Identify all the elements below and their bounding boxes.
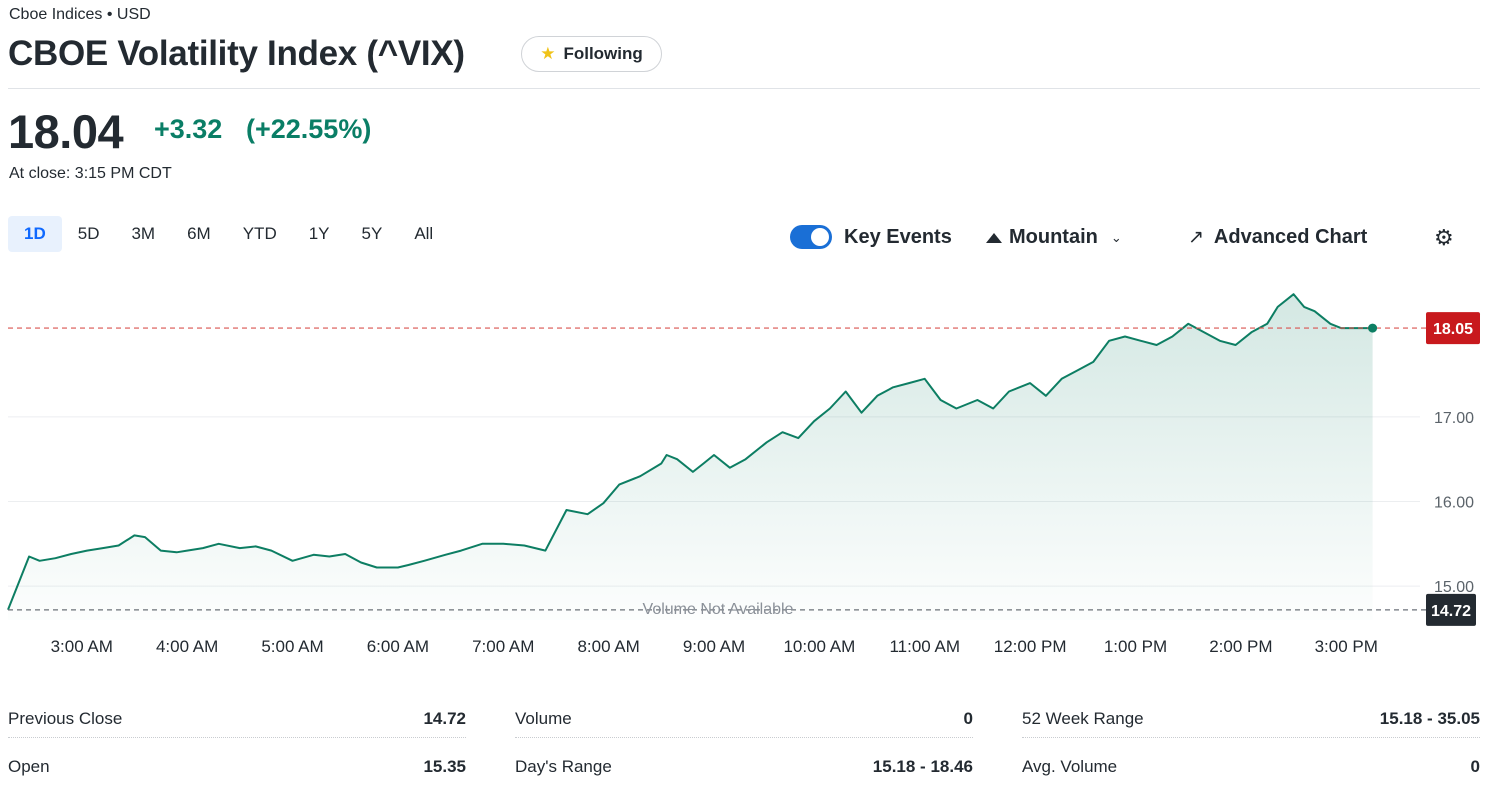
stat-label: Avg. Volume	[1022, 757, 1118, 776]
x-tick-label: 5:00 AM	[261, 637, 323, 656]
key-events-toggle[interactable]	[790, 225, 832, 249]
x-tick-label: 10:00 AM	[783, 637, 855, 656]
close-time: At close: 3:15 PM CDT	[9, 165, 172, 182]
exchange-currency: Cboe Indices • USD	[9, 6, 151, 23]
chart-type-dropdown[interactable]: Mountain ⌄	[986, 226, 1122, 249]
range-selector: 1D 5D 3M 6M YTD 1Y 5Y All	[8, 216, 449, 252]
price-chart[interactable]: 18.05 14.72 17.00 16.00 15.00 3:00 AM 4:00 AM…	[0, 270, 1488, 670]
stat-label: 52 Week Range	[1022, 708, 1144, 728]
x-tick-label: 3:00 PM	[1315, 637, 1378, 656]
stat-volume: Volume 0	[515, 700, 973, 738]
stat-open: Open 15.35	[8, 748, 466, 786]
price-change: +3.32	[154, 114, 223, 144]
stat-value: 0	[963, 708, 973, 728]
x-tick-label: 2:00 PM	[1209, 637, 1272, 656]
current-value-badge	[1426, 312, 1480, 345]
chevron-down-icon: ⌄	[1110, 229, 1122, 245]
expand-icon: ↗	[1188, 227, 1204, 248]
following-label: Following	[563, 44, 643, 63]
x-tick-label: 12:00 PM	[994, 637, 1067, 656]
y-tick-label: 15.00	[1434, 579, 1474, 596]
x-tick-label: 6:00 AM	[367, 637, 429, 656]
x-tick-label: 4:00 AM	[156, 637, 218, 656]
stats-column-2: Volume 0 Day's Range 15.18 - 18.46	[515, 700, 973, 786]
stat-label: Open	[8, 757, 50, 776]
x-tick-label: 9:00 AM	[683, 637, 745, 656]
range-all[interactable]: All	[414, 224, 434, 243]
x-tick-label: 11:00 AM	[889, 637, 960, 656]
range-ytd[interactable]: YTD	[242, 224, 277, 243]
mountain-icon	[986, 232, 1002, 243]
current-price: 18.04	[8, 105, 124, 158]
toggle-knob	[811, 228, 829, 246]
range-3m[interactable]: 3M	[131, 224, 156, 243]
gear-icon[interactable]: ⚙	[1434, 225, 1454, 250]
range-6m[interactable]: 6M	[187, 224, 211, 243]
previous-close-label: 14.72	[1431, 603, 1471, 620]
stat-value: 15.18 - 35.05	[1379, 708, 1480, 728]
price-area	[8, 294, 1373, 620]
star-icon: ★	[540, 44, 556, 63]
previous-close-badge	[1426, 593, 1476, 626]
stat-avg-volume: Avg. Volume 0	[1022, 748, 1480, 786]
range-1d[interactable]: 1D	[8, 216, 62, 252]
price-change-percent: (+22.55%)	[246, 114, 372, 144]
chart-type-label: Mountain	[1009, 226, 1098, 248]
chart-svg: 18.05 14.72 17.00 16.00 15.00 3:00 AM 4:00 AM…	[7, 293, 1480, 656]
advanced-chart-label: Advanced Chart	[1213, 226, 1368, 248]
stat-days-range: Day's Range 15.18 - 18.46	[515, 748, 973, 786]
page-title: CBOE Volatility Index (^VIX)	[8, 34, 465, 73]
stats-column-3: 52 Week Range 15.18 - 35.05 Avg. Volume …	[1022, 700, 1480, 786]
stat-value: 14.72	[423, 708, 466, 728]
stat-52-week-range: 52 Week Range 15.18 - 35.05	[1022, 700, 1480, 738]
following-button[interactable]: ★ Following	[521, 36, 662, 72]
quote-stats: Previous Close 14.72 Open 15.35 Volume 0…	[8, 700, 1480, 786]
key-events-label: Key Events	[844, 226, 952, 248]
stat-value: 0	[1470, 757, 1480, 776]
current-value-label: 18.05	[1433, 321, 1473, 338]
x-tick-label: 1:00 PM	[1104, 637, 1167, 656]
x-tick-label: 7:00 AM	[472, 637, 534, 656]
stats-column-1: Previous Close 14.72 Open 15.35	[8, 700, 466, 786]
stat-previous-close: Previous Close 14.72	[8, 700, 466, 738]
header-divider	[8, 88, 1480, 89]
stat-value: 15.18 - 18.46	[872, 757, 973, 776]
range-5d[interactable]: 5D	[77, 224, 100, 243]
x-tick-label: 3:00 AM	[51, 637, 113, 656]
stat-value: 15.35	[423, 757, 466, 776]
volume-not-available: Volume Not Available	[643, 601, 794, 618]
current-point-marker	[1368, 323, 1378, 333]
stat-label: Volume	[515, 708, 572, 728]
y-tick-label: 16.00	[1434, 495, 1474, 512]
x-tick-label: 8:00 AM	[577, 637, 639, 656]
y-tick-label: 17.00	[1434, 410, 1474, 427]
range-5y[interactable]: 5Y	[361, 224, 383, 243]
stat-label: Day's Range	[515, 757, 612, 776]
range-1y[interactable]: 1Y	[308, 224, 330, 243]
stat-label: Previous Close	[8, 708, 123, 728]
advanced-chart-button[interactable]: ↗ Advanced Chart	[1188, 226, 1367, 249]
